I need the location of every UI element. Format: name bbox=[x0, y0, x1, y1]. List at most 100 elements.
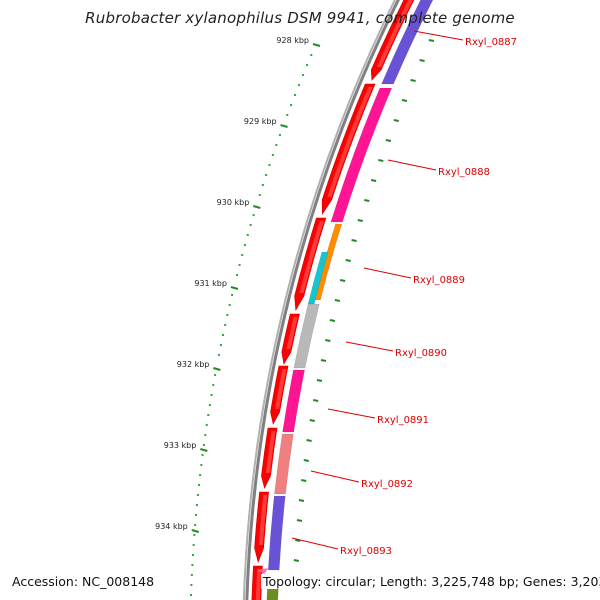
gc-dot bbox=[231, 294, 234, 296]
tick-label: 931 kbp bbox=[194, 279, 227, 288]
gene-label-layer: Rxyl_0887 Rxyl_0888 Rxyl_0889 Rxyl_0890 Rxyl… bbox=[291, 30, 517, 557]
gc-dot bbox=[219, 344, 222, 346]
gc-dot bbox=[252, 214, 255, 216]
inner-tick bbox=[334, 299, 341, 302]
tick-mark bbox=[312, 43, 321, 47]
gc-dot bbox=[221, 334, 224, 336]
gc-dot bbox=[224, 324, 227, 326]
gc-dot bbox=[258, 194, 261, 196]
gc-dot bbox=[268, 164, 271, 166]
gene-block bbox=[313, 223, 343, 301]
inner-tick bbox=[378, 159, 384, 162]
gc-dot bbox=[189, 594, 192, 596]
gene-block bbox=[330, 87, 393, 223]
inner-tick bbox=[385, 139, 392, 142]
backbone-shadow bbox=[242, 0, 397, 600]
gene-label: Rxyl_0888 bbox=[438, 167, 490, 178]
tick-mark bbox=[253, 205, 261, 209]
cds-highlight bbox=[299, 221, 324, 293]
tick-label: 934 kbp bbox=[155, 522, 188, 531]
inner-tick bbox=[306, 439, 312, 442]
gc-dot bbox=[191, 554, 194, 556]
label-leader bbox=[310, 470, 360, 483]
genes-count-text: Genes: 3,203 bbox=[515, 574, 600, 589]
inner-tick bbox=[410, 79, 416, 82]
gene-color-track bbox=[258, 0, 434, 600]
pink-marker bbox=[258, 568, 269, 574]
gc-dot bbox=[200, 464, 203, 466]
gc-dot bbox=[290, 104, 293, 106]
inner-tick bbox=[309, 419, 315, 422]
gc-dot bbox=[243, 244, 246, 246]
cds-highlight bbox=[327, 87, 373, 197]
inner-tick bbox=[393, 119, 399, 122]
gc-dot bbox=[204, 434, 207, 436]
gene-block bbox=[282, 369, 305, 433]
gc-dot bbox=[192, 544, 195, 546]
inner-tick bbox=[370, 179, 377, 182]
gc-dot bbox=[199, 474, 202, 476]
gc-dot bbox=[195, 514, 198, 516]
gene-label: Rxyl_0890 bbox=[395, 348, 447, 359]
label-leader bbox=[345, 341, 394, 352]
topology-text: Topology: circular bbox=[263, 574, 372, 589]
gc-dot bbox=[191, 564, 194, 566]
tick-mark bbox=[230, 286, 239, 290]
cds-highlight bbox=[275, 369, 287, 409]
inner-tick bbox=[401, 99, 408, 102]
gc-dot bbox=[306, 64, 309, 66]
gc-dot bbox=[193, 534, 196, 536]
tick-label: 929 kbp bbox=[244, 117, 277, 126]
gc-dot bbox=[293, 94, 296, 96]
gc-dot bbox=[194, 524, 197, 526]
gene-block bbox=[293, 303, 320, 369]
cds-highlight bbox=[258, 495, 268, 545]
inner-tick bbox=[293, 559, 300, 562]
inner-tick bbox=[316, 379, 323, 382]
cds-highlight bbox=[376, 0, 413, 67]
cds-track bbox=[251, 0, 415, 600]
gc-dot bbox=[241, 254, 244, 256]
inner-tick bbox=[298, 499, 305, 502]
cds-highlight bbox=[265, 431, 276, 473]
gc-dot bbox=[249, 224, 252, 226]
inner-tick bbox=[295, 539, 301, 542]
inner-tick bbox=[357, 219, 363, 222]
tick-mark bbox=[191, 529, 200, 533]
inner-tick bbox=[303, 459, 309, 462]
map-title: Rubrobacter xylanophilus DSM 9941, compl… bbox=[85, 9, 515, 27]
label-leader bbox=[363, 267, 412, 279]
gc-dot bbox=[202, 444, 205, 446]
gc-dot bbox=[278, 134, 281, 136]
backbone-track bbox=[242, 0, 400, 600]
cds-highlight bbox=[255, 569, 262, 600]
inner-tick bbox=[428, 39, 435, 42]
label-leader bbox=[291, 537, 339, 550]
gene-block bbox=[381, 0, 434, 85]
gc-dot bbox=[190, 574, 193, 576]
gene-label: Rxyl_0892 bbox=[361, 479, 413, 490]
inner-tick bbox=[364, 199, 370, 202]
gc-dot bbox=[271, 154, 274, 156]
gene-block bbox=[267, 495, 286, 571]
inner-tick bbox=[320, 359, 327, 362]
inner-tick bbox=[296, 519, 303, 522]
gc-dot bbox=[228, 304, 231, 306]
tick-mark bbox=[200, 448, 208, 452]
inner-tick bbox=[313, 399, 319, 402]
label-leader bbox=[327, 408, 376, 419]
accession-text: Accession: NC_008148 bbox=[10, 574, 157, 589]
gc-dot bbox=[310, 54, 313, 56]
inner-tick bbox=[301, 479, 307, 482]
gene-label: Rxyl_0887 bbox=[465, 37, 517, 48]
tick-mark bbox=[213, 367, 221, 371]
tick-label: 932 kbp bbox=[177, 360, 210, 369]
gene-label: Rxyl_0889 bbox=[413, 275, 465, 286]
gc-dot bbox=[207, 414, 210, 416]
gene-label: Rxyl_0893 bbox=[340, 546, 392, 557]
inner-tick bbox=[325, 339, 331, 342]
gc-dot bbox=[212, 384, 215, 386]
inner-tick bbox=[329, 319, 336, 322]
